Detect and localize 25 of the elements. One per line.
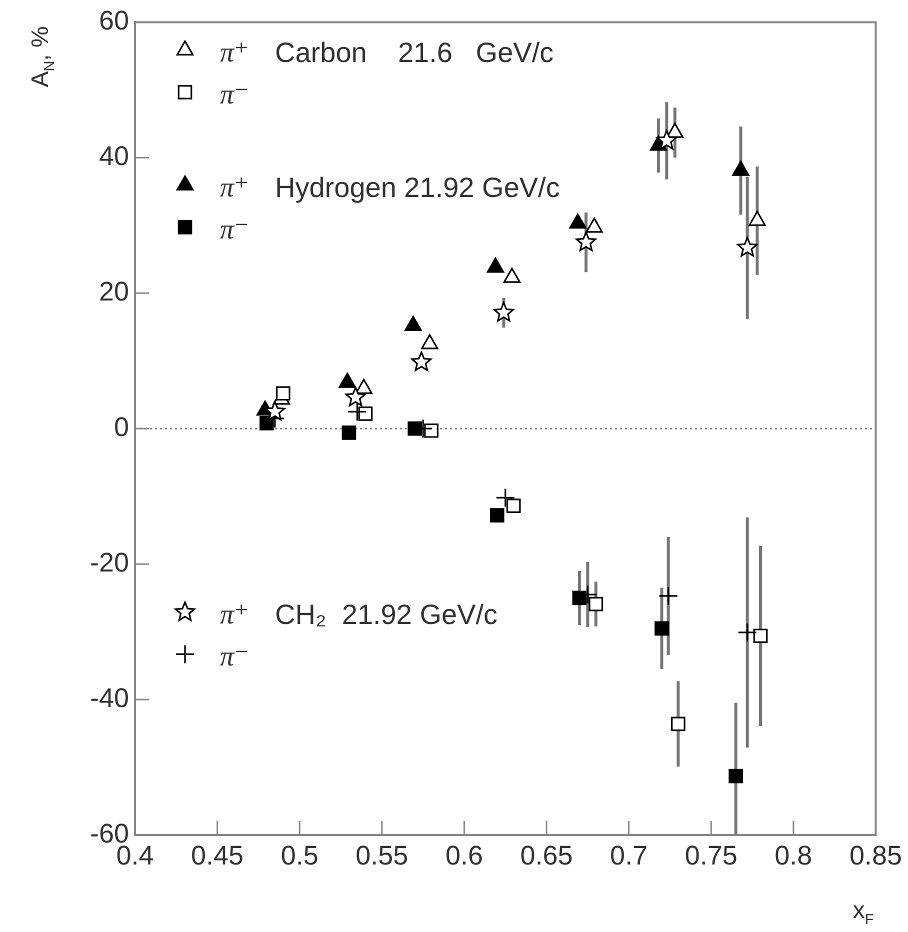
y-tick-label: 40 bbox=[98, 141, 129, 172]
y-axis-title: AN, % bbox=[27, 26, 58, 88]
x-tick-label: 0.55 bbox=[356, 840, 408, 871]
y-tick-label: -20 bbox=[90, 548, 129, 578]
x-tick-label: 0.75 bbox=[684, 840, 738, 871]
annotation: CH₂ 21.92 GeV/c bbox=[275, 598, 498, 630]
legend-label: π⁺ bbox=[220, 172, 249, 204]
y-tick-label: 0 bbox=[114, 412, 129, 442]
annotation: Carbon 21.6 GeV/c bbox=[275, 36, 554, 68]
x-tick-label: 0.5 bbox=[280, 840, 318, 871]
y-tick-label: 20 bbox=[98, 276, 129, 307]
annotation: Hydrogen 21.92 GeV/c bbox=[275, 172, 560, 203]
y-tick-label: -40 bbox=[90, 682, 129, 713]
x-tick-label: 0.65 bbox=[520, 840, 573, 871]
x-tick-label: 0.6 bbox=[445, 840, 483, 871]
legend-label: π⁻ bbox=[220, 80, 249, 111]
y-tick-label: 60 bbox=[98, 6, 129, 36]
x-tick-label: 0.8 bbox=[774, 840, 812, 871]
legend-label: π⁺ bbox=[220, 38, 249, 69]
legend-label: π⁻ bbox=[220, 642, 249, 673]
legend-label: π⁺ bbox=[220, 600, 249, 631]
legend-label: π⁻ bbox=[220, 214, 249, 246]
x-tick-label: 0.85 bbox=[849, 840, 902, 871]
x-tick-label: 0.45 bbox=[191, 840, 244, 871]
x-tick-label: 0.7 bbox=[610, 840, 648, 871]
